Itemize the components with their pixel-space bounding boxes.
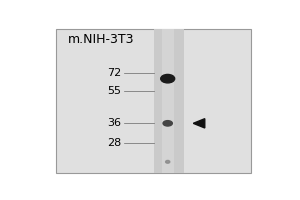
Ellipse shape [163, 121, 172, 126]
Text: 55: 55 [107, 86, 121, 96]
Text: 36: 36 [107, 118, 121, 128]
Text: 72: 72 [107, 68, 121, 78]
Ellipse shape [161, 74, 175, 83]
Text: m.NIH-3T3: m.NIH-3T3 [68, 33, 134, 46]
FancyBboxPatch shape [154, 29, 184, 173]
FancyBboxPatch shape [162, 29, 174, 173]
FancyBboxPatch shape [56, 29, 251, 173]
Ellipse shape [166, 160, 170, 163]
Polygon shape [193, 119, 205, 128]
Text: 28: 28 [107, 138, 121, 148]
